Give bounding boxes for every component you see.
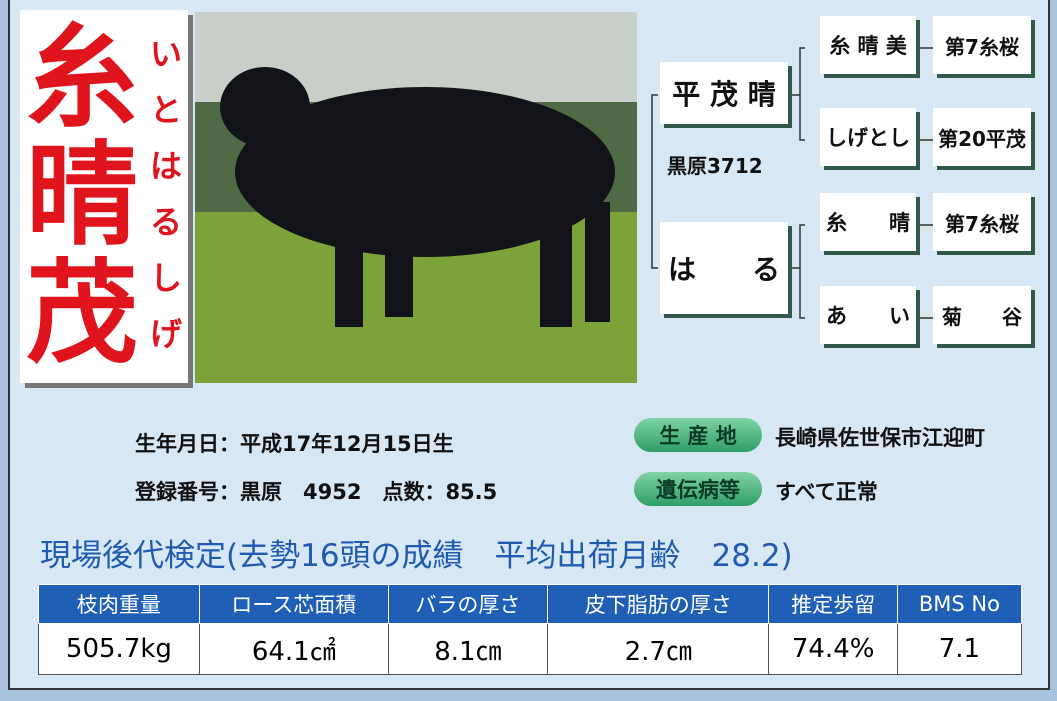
title-box: 糸 晴 茂 いとはるしげ xyxy=(20,10,188,383)
title-kana: いとはるしげ xyxy=(148,26,184,362)
sire-box: 平 茂 晴 xyxy=(660,62,788,124)
table-caption: 現場後代検定(去勢16頭の成績 平均出荷月齢 28.2) xyxy=(40,530,793,575)
title-kana-char: し xyxy=(148,250,184,306)
origin-value: 長崎県佐世保市江迎町 xyxy=(775,422,985,452)
page: 糸 晴 茂 いとはるしげ 平 茂 晴 黒原3712 は る 糸 晴 美しげとし糸… xyxy=(0,0,1057,701)
registration-number: 登録番号：黒原 4952 点数：85.5 xyxy=(135,476,497,506)
title-kana-char: げ xyxy=(148,306,184,362)
data-cell: 2.7㎝ xyxy=(548,624,769,675)
grandparent-box: 糸 晴 xyxy=(820,193,916,251)
header-cell: BMS No xyxy=(897,585,1021,624)
great-grandparent-box: 第7糸桜 xyxy=(933,16,1031,74)
origin-label: 生 産 地 xyxy=(634,418,762,452)
header-cell: 皮下脂肪の厚さ xyxy=(548,585,769,624)
data-cell: 505.7kg xyxy=(39,624,200,675)
sire-registration: 黒原3712 xyxy=(667,150,763,179)
great-grandparent-box: 第7糸桜 xyxy=(933,193,1031,251)
grandparent-box: しげとし xyxy=(820,108,916,166)
great-grandparent-box: 第20平茂 xyxy=(933,108,1031,166)
birth-date: 生年月日：平成17年12月15日生 xyxy=(135,428,454,458)
header-cell: 枝肉重量 xyxy=(39,585,200,624)
title-kana-char: る xyxy=(148,194,184,250)
title-kana-char: い xyxy=(148,26,184,82)
great-grandparent-box: 菊 谷 xyxy=(933,286,1031,344)
genetic-label: 遺伝病等 xyxy=(634,472,762,506)
title-kanji: 茂 xyxy=(26,254,138,374)
data-cell: 7.1 xyxy=(897,624,1021,675)
genetic-value: すべて正常 xyxy=(775,476,878,506)
bull-photo xyxy=(195,12,637,383)
header-cell: ロース芯面積 xyxy=(199,585,388,624)
header-cell: バラの厚さ xyxy=(388,585,547,624)
grandparent-box: あ い xyxy=(820,286,916,344)
data-cell: 8.1㎝ xyxy=(388,624,547,675)
title-kana-char: は xyxy=(148,138,184,194)
title-kanji: 晴 xyxy=(26,136,138,256)
data-cell: 64.1㎠ xyxy=(199,624,388,675)
header-cell: 推定歩留 xyxy=(769,585,897,624)
title-kanji: 糸 xyxy=(26,18,138,138)
title-kana-char: と xyxy=(148,82,184,138)
grandparent-box: 糸 晴 美 xyxy=(820,16,916,74)
dam-box: は る xyxy=(660,222,788,314)
data-cell: 74.4% xyxy=(769,624,897,675)
